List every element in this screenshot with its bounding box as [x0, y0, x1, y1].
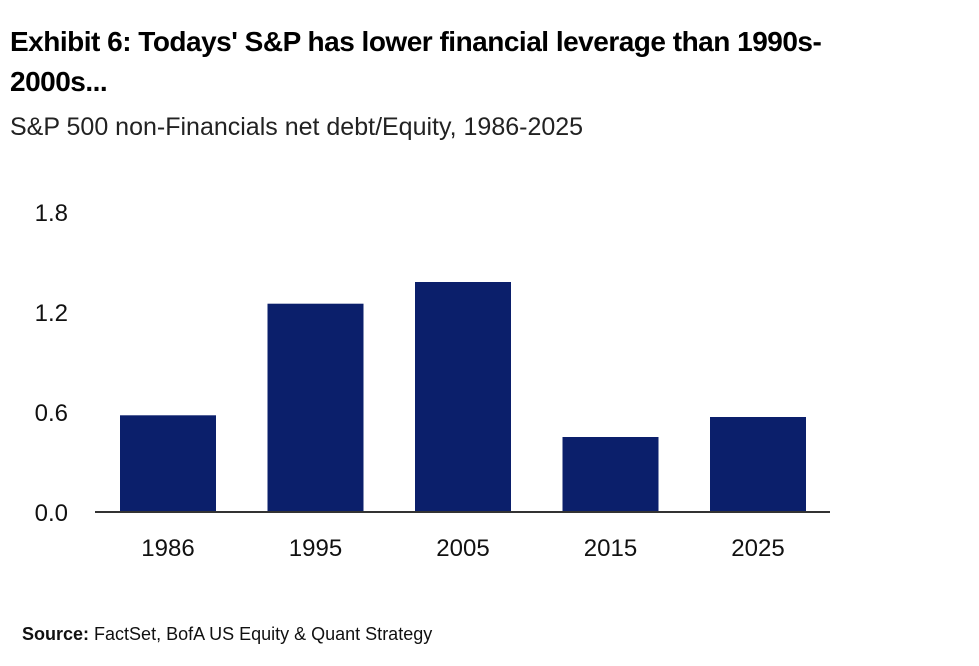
chart-subtitle: S&P 500 non-Financials net debt/Equity, …: [10, 113, 584, 141]
x-tick-label: 2015: [584, 535, 637, 562]
bar-2015: [562, 437, 659, 512]
source-label: Source:: [22, 624, 90, 644]
y-tick-label: 1.8: [35, 200, 68, 227]
bar-1995: [267, 303, 364, 512]
y-tick-label: 0.0: [35, 500, 68, 527]
x-tick-label: 1986: [141, 535, 194, 562]
source-note: Source: FactSet, BofA US Equity & Quant …: [22, 624, 432, 645]
y-tick-label: 1.2: [35, 300, 68, 327]
chart-title: Exhibit 6: Todays' S&P has lower financi…: [10, 26, 822, 97]
source-text: FactSet, BofA US Equity & Quant Strategy: [94, 624, 433, 644]
y-tick-label: 0.6: [35, 400, 68, 427]
bar-2005: [415, 282, 511, 512]
x-axis: 1986 1995 2005 2015 2025: [141, 535, 784, 562]
x-tick-label: 2005: [436, 535, 489, 562]
x-tick-label: 2025: [731, 535, 784, 562]
x-tick-label: 1995: [289, 535, 342, 562]
bar-series: [120, 282, 806, 512]
bar-2025: [710, 417, 806, 512]
y-axis: 0.0 0.6 1.2 1.8: [35, 200, 68, 527]
bar-1986: [120, 415, 216, 512]
